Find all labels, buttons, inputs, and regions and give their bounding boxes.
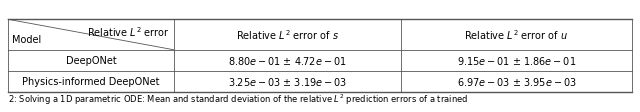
Text: DeepONet and physics-informed DeepONet model over 1,000 examples in the test dat: DeepONet and physics-informed DeepONet m… [8,111,397,112]
Text: 2: Solving a 1D parametric ODE: Mean and standard deviation of the relative $L^2: 2: Solving a 1D parametric ODE: Mean and… [8,91,468,106]
Text: Relative $L^2$ error of $u$: Relative $L^2$ error of $u$ [464,28,568,42]
Text: Model: Model [12,35,41,45]
Text: Relative $L^2$ error: Relative $L^2$ error [88,25,170,38]
Text: DeepONet: DeepONet [65,56,116,66]
Text: 9.15$e-$01 $\pm$ 1.86$e-$01: 9.15$e-$01 $\pm$ 1.86$e-$01 [457,55,576,67]
Text: Physics-informed DeepONet: Physics-informed DeepONet [22,76,159,86]
Text: 6.97$e-$03 $\pm$ 3.95$e-$03: 6.97$e-$03 $\pm$ 3.95$e-$03 [456,75,576,87]
Text: 3.25$e-$03 $\pm$ 3.19$e-$03: 3.25$e-$03 $\pm$ 3.19$e-$03 [228,75,347,87]
Text: 8.80$e-$01 $\pm$ 4.72$e-$01: 8.80$e-$01 $\pm$ 4.72$e-$01 [228,55,347,67]
Text: Relative $L^2$ error of $s$: Relative $L^2$ error of $s$ [236,28,339,42]
